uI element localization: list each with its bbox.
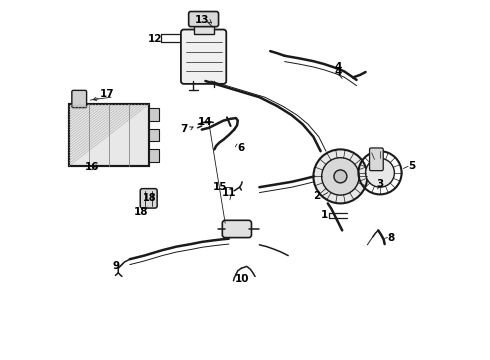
Text: 3: 3 — [376, 179, 384, 189]
Text: 1: 1 — [320, 210, 328, 220]
Circle shape — [334, 170, 347, 183]
Text: 8: 8 — [387, 233, 394, 243]
Bar — [194, 23, 214, 34]
FancyBboxPatch shape — [181, 30, 226, 84]
Text: 18: 18 — [133, 207, 148, 217]
Text: 10: 10 — [235, 274, 249, 284]
Text: 12: 12 — [148, 33, 162, 44]
FancyBboxPatch shape — [189, 12, 219, 27]
Bar — [148, 108, 159, 121]
Text: 17: 17 — [100, 89, 115, 99]
Text: 9: 9 — [113, 261, 120, 271]
Bar — [69, 104, 148, 166]
Text: 4: 4 — [335, 67, 343, 77]
Text: 6: 6 — [238, 143, 245, 153]
FancyBboxPatch shape — [140, 189, 157, 208]
Circle shape — [314, 149, 368, 203]
Text: 4: 4 — [335, 62, 343, 72]
FancyBboxPatch shape — [72, 90, 87, 108]
Text: 14: 14 — [198, 117, 213, 127]
FancyBboxPatch shape — [222, 220, 251, 238]
Text: 13: 13 — [195, 15, 209, 25]
Text: 2: 2 — [314, 191, 320, 201]
Circle shape — [366, 158, 394, 187]
Text: 18: 18 — [143, 193, 157, 203]
Bar — [69, 104, 148, 166]
Text: 7: 7 — [180, 124, 188, 134]
Text: 5: 5 — [408, 161, 415, 171]
FancyBboxPatch shape — [369, 148, 383, 171]
Bar — [148, 129, 159, 141]
Circle shape — [321, 158, 359, 195]
Text: 15: 15 — [213, 182, 227, 192]
Text: 16: 16 — [85, 162, 99, 172]
Text: 11: 11 — [221, 188, 236, 198]
Bar — [148, 149, 159, 162]
